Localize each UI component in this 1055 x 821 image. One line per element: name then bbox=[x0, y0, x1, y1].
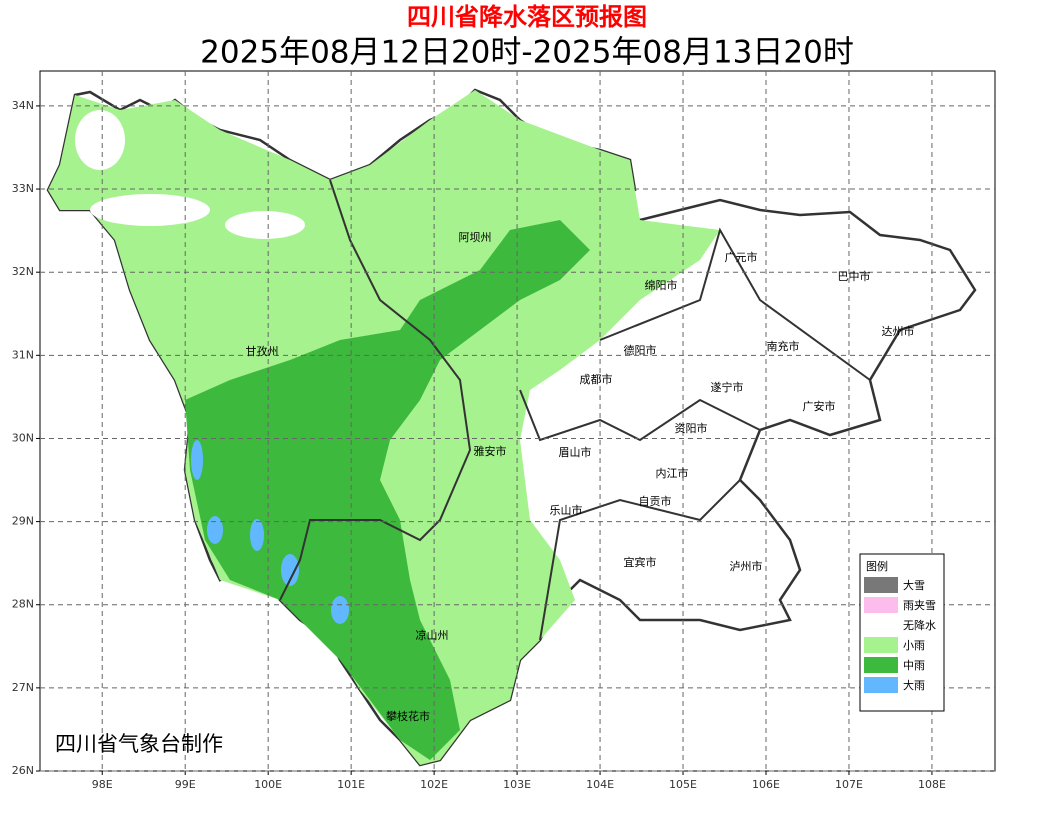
region-label: 宜宾市 bbox=[624, 555, 657, 569]
no-rain-area bbox=[225, 211, 305, 239]
y-tick-label: 34N bbox=[12, 99, 34, 112]
legend-label: 中雨 bbox=[903, 659, 925, 672]
heavy-rain-area bbox=[250, 519, 264, 551]
y-tick-label: 28N bbox=[12, 598, 34, 611]
x-tick-label: 100E bbox=[254, 778, 282, 791]
region-label: 自贡市 bbox=[639, 494, 672, 508]
x-tick-label: 102E bbox=[420, 778, 448, 791]
prefecture-border bbox=[539, 479, 741, 641]
x-tick-label: 108E bbox=[918, 778, 946, 791]
region-label: 阿坝州 bbox=[459, 230, 492, 244]
region-label: 内江市 bbox=[656, 466, 689, 480]
region-label: 广元市 bbox=[725, 250, 758, 264]
region-label: 资阳市 bbox=[675, 421, 708, 435]
region-label: 德阳市 bbox=[624, 343, 657, 357]
no-rain-area bbox=[90, 194, 210, 226]
x-tick-label: 106E bbox=[752, 778, 780, 791]
y-tick-label: 33N bbox=[12, 182, 34, 195]
prefecture-border bbox=[599, 227, 871, 381]
region-label: 遂宁市 bbox=[711, 380, 744, 394]
region-label: 乐山市 bbox=[550, 503, 583, 517]
region-label: 泸州市 bbox=[730, 559, 763, 573]
no-rain-area bbox=[75, 110, 125, 170]
region-label: 眉山市 bbox=[559, 445, 592, 459]
region-label: 攀枝花市 bbox=[386, 709, 430, 723]
y-tick-label: 26N bbox=[12, 764, 34, 777]
region-label: 雅安市 bbox=[474, 444, 507, 458]
heavy-rain-area bbox=[207, 516, 223, 544]
x-tick-label: 104E bbox=[586, 778, 614, 791]
region-label: 绵阳市 bbox=[645, 278, 678, 292]
province bbox=[46, 88, 977, 767]
y-tick-label: 30N bbox=[12, 431, 34, 444]
x-tick-label: 99E bbox=[175, 778, 196, 791]
prefecture-border bbox=[519, 389, 761, 442]
subtitle: 2025年08月12日20时-2025年08月13日20时 bbox=[200, 35, 854, 71]
legend-swatch bbox=[864, 617, 898, 633]
credit: 四川省气象台制作 bbox=[55, 732, 223, 756]
moderate-rain-area bbox=[185, 220, 590, 760]
legend-swatch bbox=[864, 657, 898, 673]
legend-label: 无降水 bbox=[903, 618, 936, 632]
y-tick-label: 32N bbox=[12, 265, 34, 278]
prefecture-border bbox=[279, 179, 472, 601]
heavy-rain-area bbox=[331, 596, 349, 624]
region-label: 甘孜州 bbox=[246, 344, 279, 358]
y-tick-label: 31N bbox=[12, 348, 34, 361]
legend-label: 大雪 bbox=[903, 578, 925, 592]
legend-label: 小雨 bbox=[903, 639, 925, 652]
region-label: 南充市 bbox=[767, 339, 800, 353]
y-tick-label: 29N bbox=[12, 515, 34, 528]
region-label: 成都市 bbox=[580, 372, 613, 386]
heavy-rain-area bbox=[281, 554, 299, 586]
region-label: 巴中市 bbox=[838, 269, 871, 283]
region-label: 达州市 bbox=[882, 324, 915, 338]
region-label: 广安市 bbox=[803, 399, 836, 413]
legend-swatch bbox=[864, 637, 898, 653]
heavy-rain-area bbox=[191, 440, 203, 480]
x-tick-label: 103E bbox=[503, 778, 531, 791]
title: 四川省降水落区预报图 bbox=[407, 3, 647, 31]
x-tick-label: 107E bbox=[835, 778, 863, 791]
legend-swatch bbox=[864, 677, 898, 693]
y-tick-label: 27N bbox=[12, 681, 34, 694]
region-label: 凉山州 bbox=[416, 628, 449, 642]
x-tick-label: 98E bbox=[92, 778, 113, 791]
legend-swatch bbox=[864, 597, 898, 613]
legend-swatch bbox=[864, 577, 898, 593]
legend-label: 大雨 bbox=[903, 678, 925, 692]
legend-title: 图例 bbox=[866, 559, 888, 573]
x-tick-label: 101E bbox=[337, 778, 365, 791]
x-tick-label: 105E bbox=[669, 778, 697, 791]
legend-label: 雨夹雪 bbox=[903, 599, 936, 612]
